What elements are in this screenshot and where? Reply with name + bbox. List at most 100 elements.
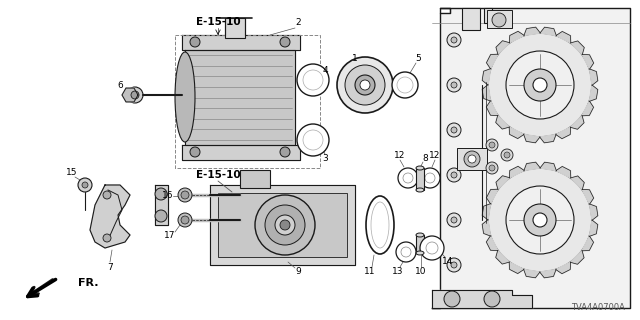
Polygon shape: [540, 162, 556, 171]
Circle shape: [155, 188, 167, 200]
Polygon shape: [556, 31, 571, 43]
Circle shape: [451, 127, 457, 133]
Circle shape: [486, 162, 498, 174]
Polygon shape: [540, 134, 556, 143]
Circle shape: [190, 147, 200, 157]
Circle shape: [420, 236, 444, 260]
Circle shape: [396, 242, 416, 262]
Circle shape: [447, 258, 461, 272]
Ellipse shape: [175, 52, 195, 142]
Polygon shape: [486, 236, 498, 251]
Text: 10: 10: [415, 268, 427, 276]
Circle shape: [181, 191, 189, 199]
Circle shape: [447, 213, 461, 227]
Text: E-15-10: E-15-10: [196, 170, 240, 180]
Circle shape: [297, 64, 329, 96]
Circle shape: [181, 216, 189, 224]
Circle shape: [392, 72, 418, 98]
Text: 17: 17: [164, 230, 176, 239]
Text: 1: 1: [352, 53, 358, 62]
Circle shape: [131, 91, 139, 99]
Circle shape: [178, 188, 192, 202]
Ellipse shape: [366, 196, 394, 254]
Circle shape: [255, 195, 315, 255]
Bar: [225, 18, 245, 38]
Circle shape: [489, 165, 495, 171]
Circle shape: [489, 142, 495, 148]
Circle shape: [451, 262, 457, 268]
Circle shape: [398, 168, 418, 188]
Bar: [218, 193, 347, 257]
Bar: [462, 8, 480, 30]
Polygon shape: [524, 27, 540, 36]
Ellipse shape: [416, 251, 424, 255]
Circle shape: [178, 213, 192, 227]
Polygon shape: [509, 31, 524, 43]
Polygon shape: [432, 8, 630, 308]
Polygon shape: [496, 250, 509, 264]
Circle shape: [280, 147, 290, 157]
Circle shape: [447, 168, 461, 182]
Circle shape: [420, 168, 440, 188]
Text: 12: 12: [429, 150, 441, 159]
Circle shape: [464, 151, 480, 167]
Circle shape: [103, 191, 111, 199]
Polygon shape: [540, 269, 556, 278]
Polygon shape: [122, 88, 138, 102]
Text: FR.: FR.: [78, 278, 99, 288]
Polygon shape: [210, 185, 355, 265]
Polygon shape: [509, 127, 524, 139]
Circle shape: [127, 87, 143, 103]
Text: 3: 3: [322, 154, 328, 163]
Circle shape: [360, 80, 370, 90]
Bar: [175, 35, 320, 168]
Text: 12: 12: [394, 150, 406, 159]
Polygon shape: [582, 236, 593, 251]
Bar: [240, 170, 270, 188]
Circle shape: [524, 69, 556, 101]
Circle shape: [265, 205, 305, 245]
Polygon shape: [496, 176, 509, 189]
Circle shape: [303, 70, 323, 90]
Circle shape: [447, 123, 461, 137]
Ellipse shape: [416, 166, 424, 170]
Circle shape: [468, 155, 476, 163]
Text: 14: 14: [442, 258, 454, 267]
Polygon shape: [589, 69, 598, 85]
Circle shape: [506, 51, 574, 119]
Text: 9: 9: [295, 268, 301, 276]
Polygon shape: [482, 204, 491, 220]
Polygon shape: [556, 127, 571, 139]
Polygon shape: [432, 290, 532, 308]
Bar: [416, 235, 424, 253]
Circle shape: [401, 247, 411, 257]
Polygon shape: [496, 115, 509, 129]
Polygon shape: [486, 54, 498, 69]
Text: TVA4A0700A: TVA4A0700A: [571, 303, 625, 312]
Polygon shape: [556, 166, 571, 178]
Polygon shape: [509, 166, 524, 178]
Bar: [175, 35, 320, 168]
Circle shape: [451, 82, 457, 88]
Circle shape: [486, 139, 498, 151]
Circle shape: [297, 124, 329, 156]
Bar: [484, 8, 492, 23]
Polygon shape: [509, 262, 524, 274]
Text: 7: 7: [107, 263, 113, 273]
Circle shape: [488, 33, 592, 137]
Text: E-15-10: E-15-10: [196, 17, 240, 27]
Polygon shape: [482, 85, 490, 101]
Polygon shape: [496, 41, 509, 54]
Polygon shape: [582, 101, 593, 116]
Ellipse shape: [416, 233, 424, 237]
Circle shape: [403, 173, 413, 183]
Circle shape: [451, 37, 457, 43]
Circle shape: [506, 186, 574, 254]
Circle shape: [533, 78, 547, 92]
Polygon shape: [589, 85, 598, 101]
Bar: [487, 10, 512, 28]
Polygon shape: [589, 204, 598, 220]
Polygon shape: [571, 41, 584, 55]
Polygon shape: [571, 176, 584, 190]
Circle shape: [155, 210, 167, 222]
